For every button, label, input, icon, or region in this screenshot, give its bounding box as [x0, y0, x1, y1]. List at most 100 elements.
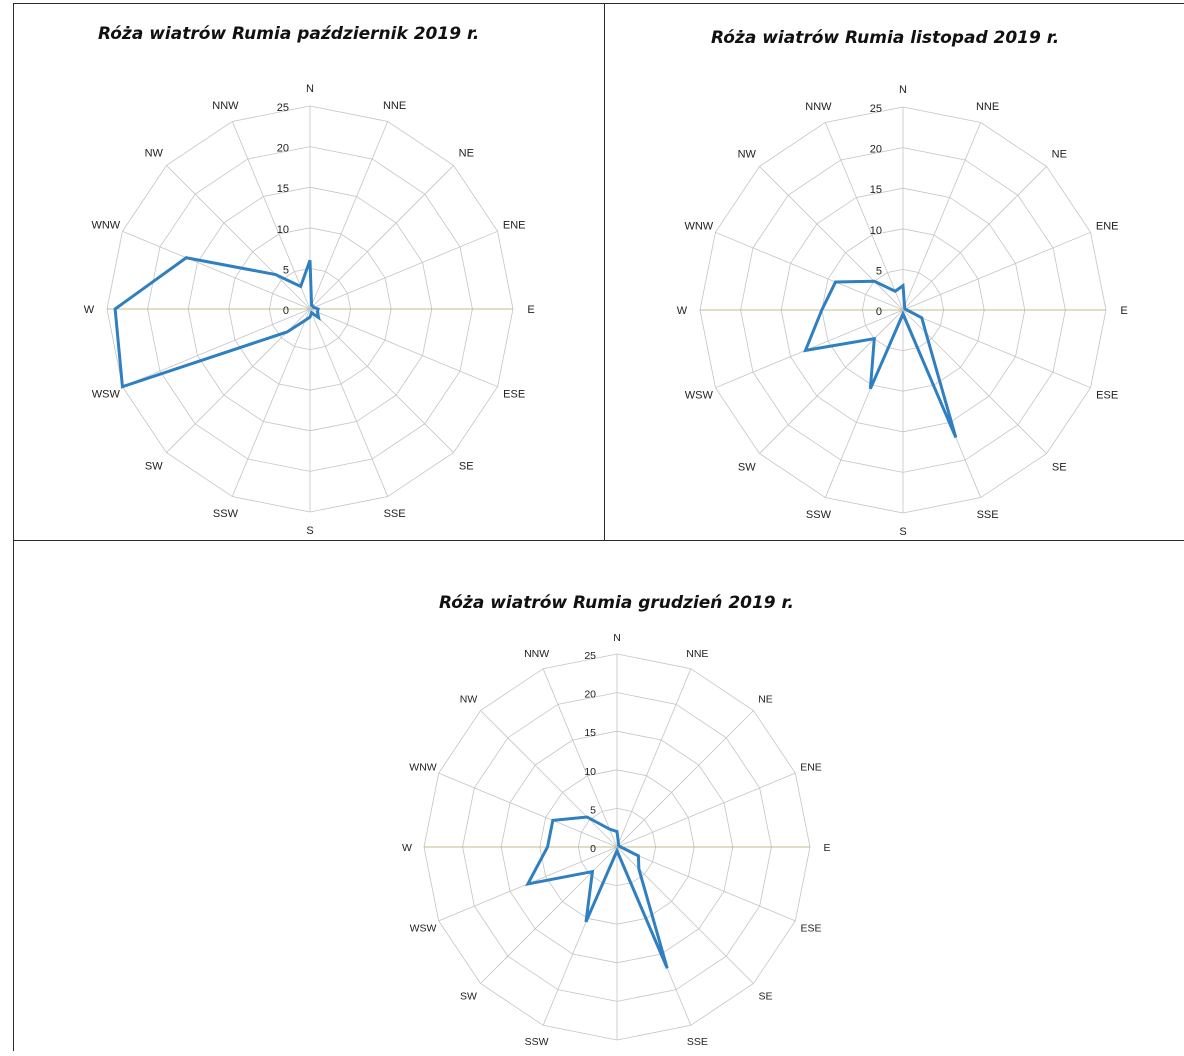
direction-label-ese: ESE	[801, 922, 822, 934]
direction-label-ese: ESE	[503, 389, 525, 401]
radial-tick-label: 10	[870, 225, 882, 237]
grid-spoke	[902, 309, 1091, 389]
grid-spoke	[480, 846, 618, 984]
radar-grid	[106, 105, 514, 513]
grid-spoke	[542, 668, 618, 848]
direction-label-ene: ENE	[503, 219, 526, 231]
grid-spoke	[122, 308, 311, 388]
grid-spoke	[122, 230, 311, 310]
grid-spoke	[616, 710, 754, 848]
direction-label-ssw: SSW	[806, 509, 832, 521]
chart-panel-november: Róża wiatrów Rumia listopad 2019 r. 0 5 10…	[604, 3, 1184, 541]
radial-tick-label: 10	[277, 224, 289, 236]
direction-label-w: W	[677, 305, 688, 317]
grid-spoke	[166, 165, 311, 310]
direction-label-e: E	[527, 304, 534, 316]
grid-spoke	[480, 710, 618, 848]
direction-label-sse: SSE	[384, 508, 406, 520]
direction-label-nnw: NNW	[524, 648, 549, 660]
direction-label-ne: NE	[758, 694, 773, 706]
direction-label-ne: NE	[459, 148, 474, 160]
grid-spoke	[309, 165, 454, 310]
grid-spoke	[824, 122, 904, 311]
grid-spoke	[715, 231, 904, 311]
direction-label-wsw: WSW	[410, 922, 437, 934]
direction-label-wsw: WSW	[92, 389, 121, 401]
direction-label-sw: SW	[460, 990, 477, 1002]
radial-tick-label: 20	[277, 143, 289, 155]
radial-tick-label: 0	[283, 305, 289, 317]
grid-spoke	[902, 231, 1091, 311]
chart-panel-october: Róża wiatrów Rumia październik 2019 r. 0…	[13, 3, 604, 541]
radial-tick-label: 5	[590, 804, 596, 816]
radar-chart-october: 0 5 10 15 20 25 N NNE NE ENE E ESE SE SSE S SSW SW WSW W WN…	[84, 83, 535, 537]
radial-tick-label: 25	[870, 103, 882, 115]
radial-tick-label: 25	[277, 102, 289, 114]
direction-label-se: SE	[758, 990, 772, 1002]
direction-label-nw: NW	[460, 694, 478, 706]
radial-tick-label: 5	[876, 265, 882, 277]
grid-spoke	[438, 772, 618, 848]
grid-spoke	[309, 230, 498, 310]
grid-spoke	[759, 309, 904, 454]
direction-label-ese: ESE	[1096, 390, 1118, 402]
direction-label-nne: NNE	[686, 648, 708, 660]
series-line	[525, 815, 669, 969]
grid-spoke	[309, 121, 389, 310]
direction-label-ne: NE	[1052, 149, 1067, 161]
grid-spoke	[231, 121, 311, 310]
radial-tick-label: 5	[283, 264, 289, 276]
direction-label-wnw: WNW	[91, 219, 120, 231]
direction-label-nne: NNE	[976, 101, 999, 113]
direction-label-nw: NW	[145, 148, 164, 160]
direction-label-ene: ENE	[1096, 220, 1119, 232]
radial-tick-label: 15	[277, 183, 289, 195]
grid-spoke	[759, 166, 904, 311]
series-line	[803, 279, 958, 439]
direction-label-n: N	[899, 84, 907, 96]
series-line	[113, 256, 321, 389]
chart-title: Róża wiatrów Rumia listopad 2019 r.	[711, 28, 1060, 48]
grid-spoke	[616, 846, 796, 922]
direction-label-se: SE	[1052, 461, 1067, 473]
direction-label-w: W	[402, 842, 412, 854]
direction-label-nnw: NNW	[212, 100, 239, 112]
chart-panel-december: Róża wiatrów Rumia grudzień 2019 r. 0 5 10…	[13, 540, 1184, 1056]
direction-label-ene: ENE	[800, 762, 822, 774]
grid-spoke	[309, 308, 389, 497]
direction-label-nnw: NNW	[805, 101, 832, 113]
radial-tick-label: 10	[584, 766, 596, 778]
direction-label-sw: SW	[738, 461, 756, 473]
radial-tick-label: 15	[870, 184, 882, 196]
grid-spoke	[309, 308, 498, 388]
direction-label-w: W	[84, 304, 95, 316]
direction-label-ssw: SSW	[213, 508, 239, 520]
direction-label-wnw: WNW	[684, 220, 713, 232]
radial-tick-label: 25	[584, 650, 596, 662]
radial-tick-label: 20	[870, 144, 882, 156]
direction-label-sse: SSE	[977, 509, 999, 521]
chart-title: Róża wiatrów Rumia październik 2019 r.	[98, 24, 480, 44]
direction-label-wsw: WSW	[685, 390, 714, 402]
direction-label-nne: NNE	[383, 100, 406, 112]
direction-label-s: S	[899, 526, 906, 538]
radar-grid	[699, 106, 1107, 514]
radial-tick-label: 20	[584, 689, 596, 701]
radial-tick-label: 15	[584, 727, 596, 739]
direction-label-nw: NW	[738, 149, 757, 161]
direction-label-s: S	[306, 525, 313, 537]
direction-label-sw: SW	[145, 460, 163, 472]
grid-spoke	[309, 308, 454, 453]
direction-label-e: E	[1120, 305, 1127, 317]
direction-label-e: E	[823, 842, 830, 854]
radar-chart-december: 0510152025NNNENEENEEESESESSESSSWSWWSWWWN…	[402, 632, 830, 1056]
grid-spoke	[902, 122, 982, 311]
direction-label-n: N	[613, 632, 621, 644]
grid-spoke	[902, 166, 1047, 311]
chart-title: Róża wiatrów Rumia grudzień 2019 r.	[439, 593, 794, 613]
grid-spoke	[616, 668, 692, 848]
direction-label-ssw: SSW	[525, 1036, 549, 1048]
radar-grid	[423, 653, 811, 1041]
radial-tick-label: 0	[876, 306, 882, 318]
radial-tick-label: 0	[590, 843, 596, 855]
